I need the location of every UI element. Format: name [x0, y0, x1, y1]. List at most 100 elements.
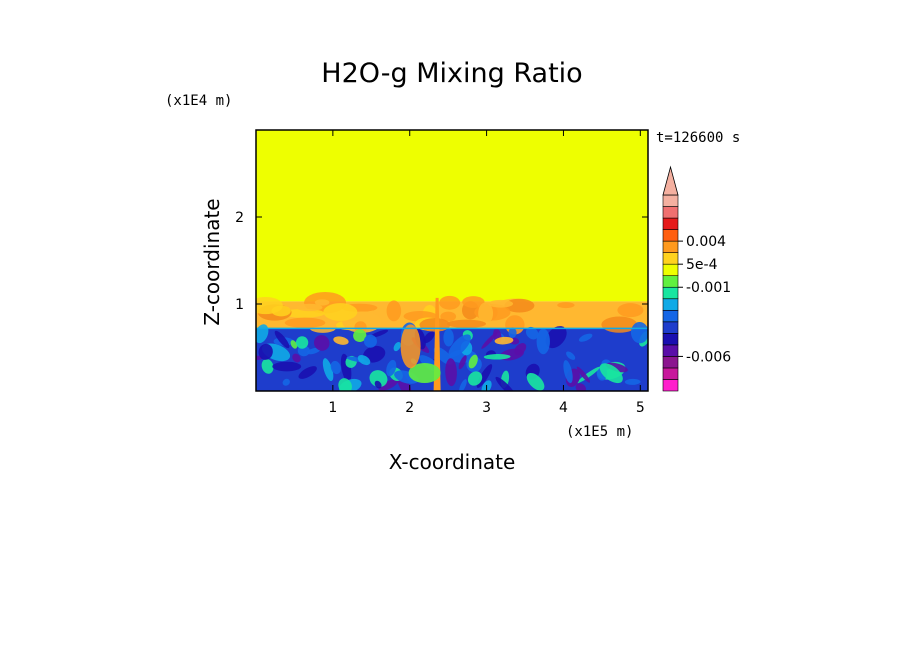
colorbar-segment: [662, 252, 679, 265]
mixing-eddy: [296, 303, 323, 312]
lower-eddy: [423, 331, 435, 344]
mixing-eddy: [282, 308, 325, 318]
colorbar-segment: [662, 321, 679, 334]
lower-eddy: [494, 336, 514, 345]
lower-eddy: [378, 379, 399, 391]
lower-eddy: [624, 378, 641, 385]
colorbar-segment: [662, 367, 679, 380]
colorbar-segment: [662, 344, 679, 357]
colorbar-segment: [662, 240, 679, 253]
lower-eddy: [258, 343, 273, 360]
lower-eddy: [630, 322, 648, 344]
colorbar-segment: [662, 333, 679, 346]
lower-eddy: [468, 354, 478, 369]
lower-eddy: [545, 326, 567, 349]
colorbar-label: 5e-4: [686, 257, 718, 273]
x-tick-label: 5: [636, 400, 645, 416]
mixing-eddy: [617, 303, 644, 318]
mixing-eddy: [419, 318, 451, 332]
plume-base: [408, 363, 441, 383]
lower-eddy: [448, 334, 471, 358]
colorbar-label: 0.004: [686, 234, 726, 250]
plume-column: [400, 324, 421, 369]
y-scale-label: (x1E4 m): [165, 93, 233, 109]
lower-eddy: [292, 353, 301, 363]
lower-eddy: [481, 332, 498, 349]
lower-eddy: [599, 363, 623, 384]
colorbar-segment: [662, 298, 679, 311]
lower-eddy: [357, 354, 371, 366]
lower-eddy: [495, 376, 517, 391]
lower-eddy: [306, 347, 321, 355]
mixing-eddy: [447, 319, 487, 328]
mixing-eddy: [478, 302, 494, 325]
colorbar-segment: [662, 275, 679, 288]
colorbar-segment: [662, 194, 679, 207]
lower-eddy: [363, 334, 377, 348]
time-label: t=126600 s: [656, 130, 741, 146]
lower-eddy: [353, 329, 367, 343]
mixing-eddy: [323, 303, 358, 321]
mixing-eddy: [557, 302, 575, 309]
lower-eddy: [458, 355, 467, 370]
lower-eddy: [338, 378, 352, 391]
lower-eddy: [298, 366, 317, 379]
mixing-eddy: [386, 300, 402, 322]
lower-eddy: [282, 378, 290, 386]
mixing-eddy: [462, 296, 485, 308]
lower-eddy: [330, 360, 342, 375]
lower-eddy: [374, 380, 382, 389]
mixing-eddy: [314, 299, 330, 306]
mixing-eddy: [488, 299, 514, 308]
x-scale-label: (x1E5 m): [566, 424, 634, 440]
lower-eddy: [536, 328, 550, 355]
lower-eddy: [514, 343, 527, 356]
lower-eddy: [386, 359, 397, 377]
plot-frame: [255, 129, 649, 392]
lower-eddy: [370, 329, 389, 338]
x-tick-label: 1: [328, 400, 337, 416]
lower-eddy: [393, 341, 401, 352]
colorbar-extension: [662, 165, 679, 196]
mixing-eddy: [271, 305, 291, 317]
x-tick-label: 4: [559, 400, 568, 416]
colorbar-segment: [662, 309, 679, 323]
colorbar: 0.004 5e-4 -0.001 -0.006: [662, 165, 731, 392]
x-axis-ticks: 1 2 3 4 5: [328, 130, 645, 416]
lower-eddy: [274, 330, 290, 349]
colorbar-segment: [662, 379, 679, 392]
y-tick-label: 2: [235, 210, 244, 226]
lower-eddy: [295, 336, 309, 349]
lower-eddy: [578, 333, 593, 342]
x-tick-label: 2: [405, 400, 414, 416]
lower-eddy: [565, 351, 576, 360]
lower-eddy: [467, 371, 483, 386]
colorbar-segment: [662, 286, 679, 300]
lower-eddy: [313, 335, 330, 351]
lower-eddy: [526, 372, 545, 391]
lower-eddy: [563, 360, 573, 384]
chart-title: H2O-g Mixing Ratio: [321, 58, 583, 89]
colorbar-segment: [662, 206, 679, 219]
lower-eddy: [333, 336, 349, 345]
contour-field: [256, 130, 648, 391]
x-tick-label: 3: [482, 400, 491, 416]
mixing-eddy: [439, 295, 461, 310]
lower-eddy: [508, 327, 517, 338]
region-upper-layer: [256, 130, 648, 302]
colorbar-segment: [662, 356, 679, 369]
lower-eddy: [459, 379, 467, 391]
colorbar-label: -0.001: [686, 280, 731, 296]
lower-eddy: [576, 366, 591, 383]
y-tick-label: 1: [235, 297, 244, 313]
lower-eddy: [290, 340, 298, 349]
colorbar-segment: [662, 217, 679, 230]
lower-eddy: [443, 328, 454, 347]
lower-eddy: [445, 358, 457, 387]
lower-eddy: [525, 326, 539, 340]
mixing-eddy: [284, 317, 326, 328]
mixing-eddy: [440, 311, 457, 322]
lower-eddy: [369, 370, 388, 388]
lower-eddy: [261, 358, 274, 374]
